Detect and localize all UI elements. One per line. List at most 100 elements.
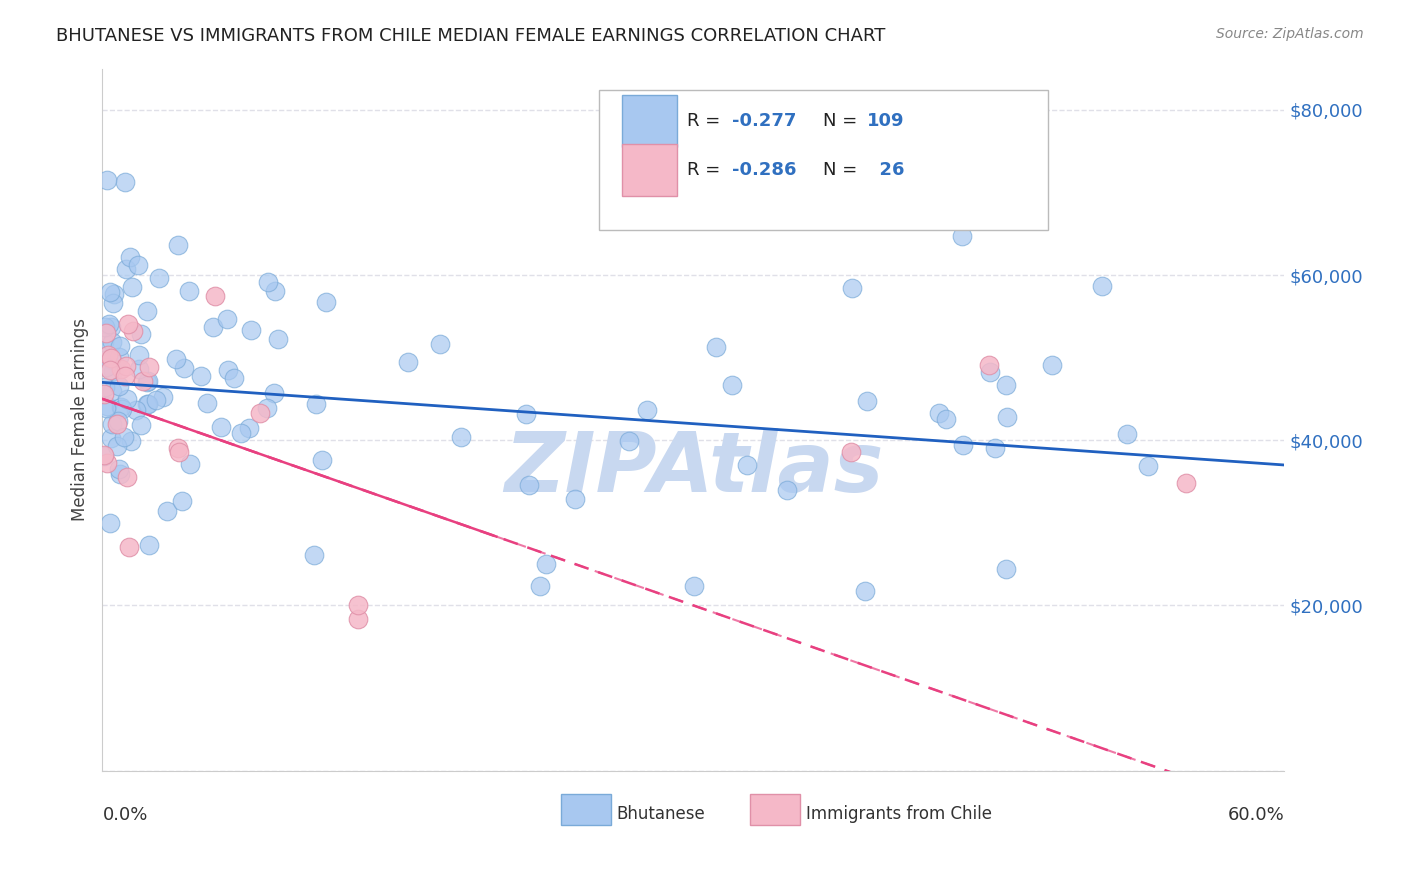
Point	[172, 494, 194, 508]
Point	[238, 421, 260, 435]
FancyBboxPatch shape	[749, 794, 800, 824]
Point	[120, 250, 142, 264]
Point	[1040, 358, 1063, 372]
Point	[202, 320, 225, 334]
Point	[995, 410, 1018, 425]
Point	[450, 430, 472, 444]
Point	[135, 397, 157, 411]
Point	[97, 348, 120, 362]
Point	[179, 458, 201, 472]
Point	[145, 392, 167, 407]
Point	[636, 403, 658, 417]
Point	[98, 285, 121, 299]
Point	[776, 483, 799, 498]
Point	[721, 377, 744, 392]
Point	[125, 402, 148, 417]
Point	[121, 280, 143, 294]
Point	[114, 262, 136, 277]
Point	[96, 401, 118, 416]
Point	[853, 584, 876, 599]
Point	[977, 358, 1000, 372]
Point	[239, 322, 262, 336]
Point	[110, 361, 132, 376]
Point	[100, 417, 122, 432]
Point	[100, 351, 122, 366]
Point	[1174, 475, 1197, 490]
Text: R =: R =	[688, 112, 727, 130]
Point	[138, 396, 160, 410]
Point	[994, 377, 1017, 392]
Point	[117, 317, 139, 331]
Point	[735, 458, 758, 472]
Point	[148, 271, 170, 285]
Point	[94, 320, 117, 334]
Point	[263, 385, 285, 400]
Point	[190, 369, 212, 384]
Point	[96, 173, 118, 187]
Point	[229, 425, 252, 440]
Point	[101, 334, 124, 349]
Point	[101, 295, 124, 310]
Point	[107, 414, 129, 428]
Text: 60.0%: 60.0%	[1227, 805, 1284, 823]
Point	[167, 238, 190, 252]
Text: Source: ZipAtlas.com: Source: ZipAtlas.com	[1216, 27, 1364, 41]
Point	[249, 406, 271, 420]
Point	[96, 456, 118, 470]
Text: Immigrants from Chile: Immigrants from Chile	[806, 805, 991, 822]
Point	[93, 449, 115, 463]
Point	[110, 401, 132, 415]
Text: Bhutanese: Bhutanese	[617, 805, 706, 822]
Point	[112, 430, 135, 444]
Point	[347, 612, 370, 626]
Point	[129, 417, 152, 432]
Point	[257, 275, 280, 289]
Point	[396, 355, 419, 369]
Point	[114, 369, 136, 384]
Point	[839, 444, 862, 458]
Point	[515, 407, 537, 421]
Point	[101, 352, 124, 367]
Point	[97, 317, 120, 331]
Point	[209, 420, 232, 434]
Point	[619, 434, 641, 448]
Point	[136, 374, 159, 388]
Text: N =: N =	[824, 112, 863, 130]
Text: -0.286: -0.286	[733, 161, 797, 179]
Point	[114, 175, 136, 189]
FancyBboxPatch shape	[561, 794, 610, 824]
Point	[156, 504, 179, 518]
Point	[217, 363, 239, 377]
Point	[94, 360, 117, 375]
Point	[928, 406, 950, 420]
Point	[103, 286, 125, 301]
Point	[564, 491, 586, 506]
Point	[934, 412, 956, 426]
FancyBboxPatch shape	[623, 145, 676, 196]
Point	[98, 363, 121, 377]
Point	[179, 284, 201, 298]
Point	[132, 374, 155, 388]
Point	[995, 561, 1018, 575]
Point	[152, 390, 174, 404]
Point	[93, 335, 115, 350]
Point	[706, 339, 728, 353]
Point	[204, 289, 226, 303]
Point	[120, 434, 142, 448]
Point	[107, 379, 129, 393]
Point	[136, 304, 159, 318]
FancyBboxPatch shape	[623, 95, 676, 147]
Point	[1091, 279, 1114, 293]
Point	[98, 516, 121, 530]
Point	[950, 229, 973, 244]
Text: 109: 109	[868, 112, 904, 130]
Point	[100, 320, 122, 334]
Point	[114, 359, 136, 373]
Point	[984, 441, 1007, 455]
Point	[122, 324, 145, 338]
Point	[315, 295, 337, 310]
Text: -0.277: -0.277	[733, 112, 797, 130]
Point	[108, 350, 131, 364]
Point	[111, 402, 134, 417]
Point	[94, 349, 117, 363]
